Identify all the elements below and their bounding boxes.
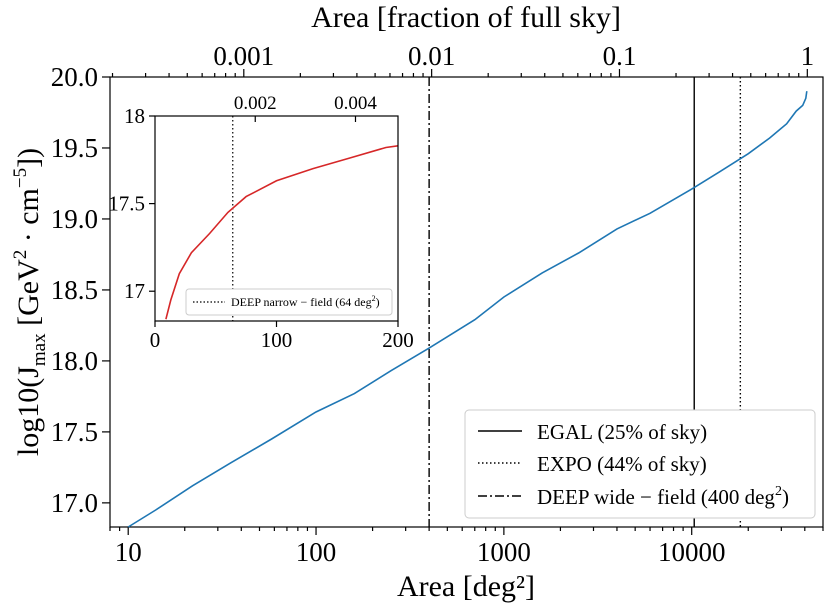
legend-expo-label: EXPO (44% of sky)	[537, 452, 707, 476]
inset-top-tick-label-1: 0.004	[334, 93, 377, 114]
inset-plot-frame	[154, 115, 399, 322]
legend-egal-label: EGAL (25% of sky)	[537, 420, 707, 444]
inset-y-tick-label-0: 17	[124, 279, 145, 303]
inset-y-tick-label-1: 17.5	[108, 192, 145, 216]
y-axis-label: log10(Jmax [GeV2 · cm−5])	[10, 148, 50, 456]
inset-x-tick-label-0: 0	[150, 328, 161, 352]
y-tick-label-3: 18.5	[51, 275, 98, 305]
main-plot-frame	[109, 76, 824, 528]
inset-legend: DEEP narrow − field (64 deg2)	[185, 288, 393, 316]
inset-x-tick-label-2: 200	[382, 328, 414, 352]
main-series-line	[127, 91, 808, 528]
y-tick-label-5: 19.5	[51, 133, 98, 163]
top-tick-label-0: 0.001	[213, 41, 274, 71]
inset-top-tick-label-0: 0.002	[234, 93, 277, 114]
y-tick-label-1: 17.5	[51, 417, 98, 447]
inset-x-tick-label-1: 100	[261, 328, 293, 352]
x-axis-label-text: Area [deg²]	[397, 570, 535, 603]
inset-series-line	[165, 145, 399, 320]
inset-legend-box	[185, 288, 393, 316]
y-tick-label-0: 17.0	[51, 488, 98, 518]
x-tick-label-0: 10	[115, 537, 142, 567]
main-marks: 10 100 1000 1000017.017.518.018.519.019.520…	[51, 41, 824, 567]
inset-background	[155, 116, 398, 321]
x-tick-label-2: 1000	[477, 537, 531, 567]
x-tick-label-3: 10000	[658, 537, 726, 567]
legend-deep-wide-label: DEEP wide − field (400 deg2)	[537, 484, 789, 509]
top-axis-label: Area [fraction of full sky]	[311, 1, 621, 34]
top-tick-label-1: 0.01	[408, 41, 455, 71]
legend-deep-narrow-label: DEEP narrow − field (64 deg2)	[231, 294, 380, 309]
y-tick-label-2: 18.0	[51, 346, 98, 376]
main-legend-box	[464, 409, 816, 519]
inset-marks: 0 100 200 17 17.5 18 0.002 0.004	[108, 93, 414, 352]
inset-y-tick-label-2: 18	[124, 104, 145, 128]
y-tick-label-6: 20.0	[51, 62, 98, 92]
x-tick-label-1: 100	[296, 537, 337, 567]
top-tick-label-3: 1	[801, 41, 815, 71]
y-tick-label-4: 19.0	[51, 204, 98, 234]
x-axis-label: Area [deg²]	[397, 570, 535, 603]
main-legend: EGAL (25% of sky) EXPO (44% of sky) DEEP…	[464, 409, 816, 519]
top-tick-label-2: 0.1	[603, 41, 637, 71]
